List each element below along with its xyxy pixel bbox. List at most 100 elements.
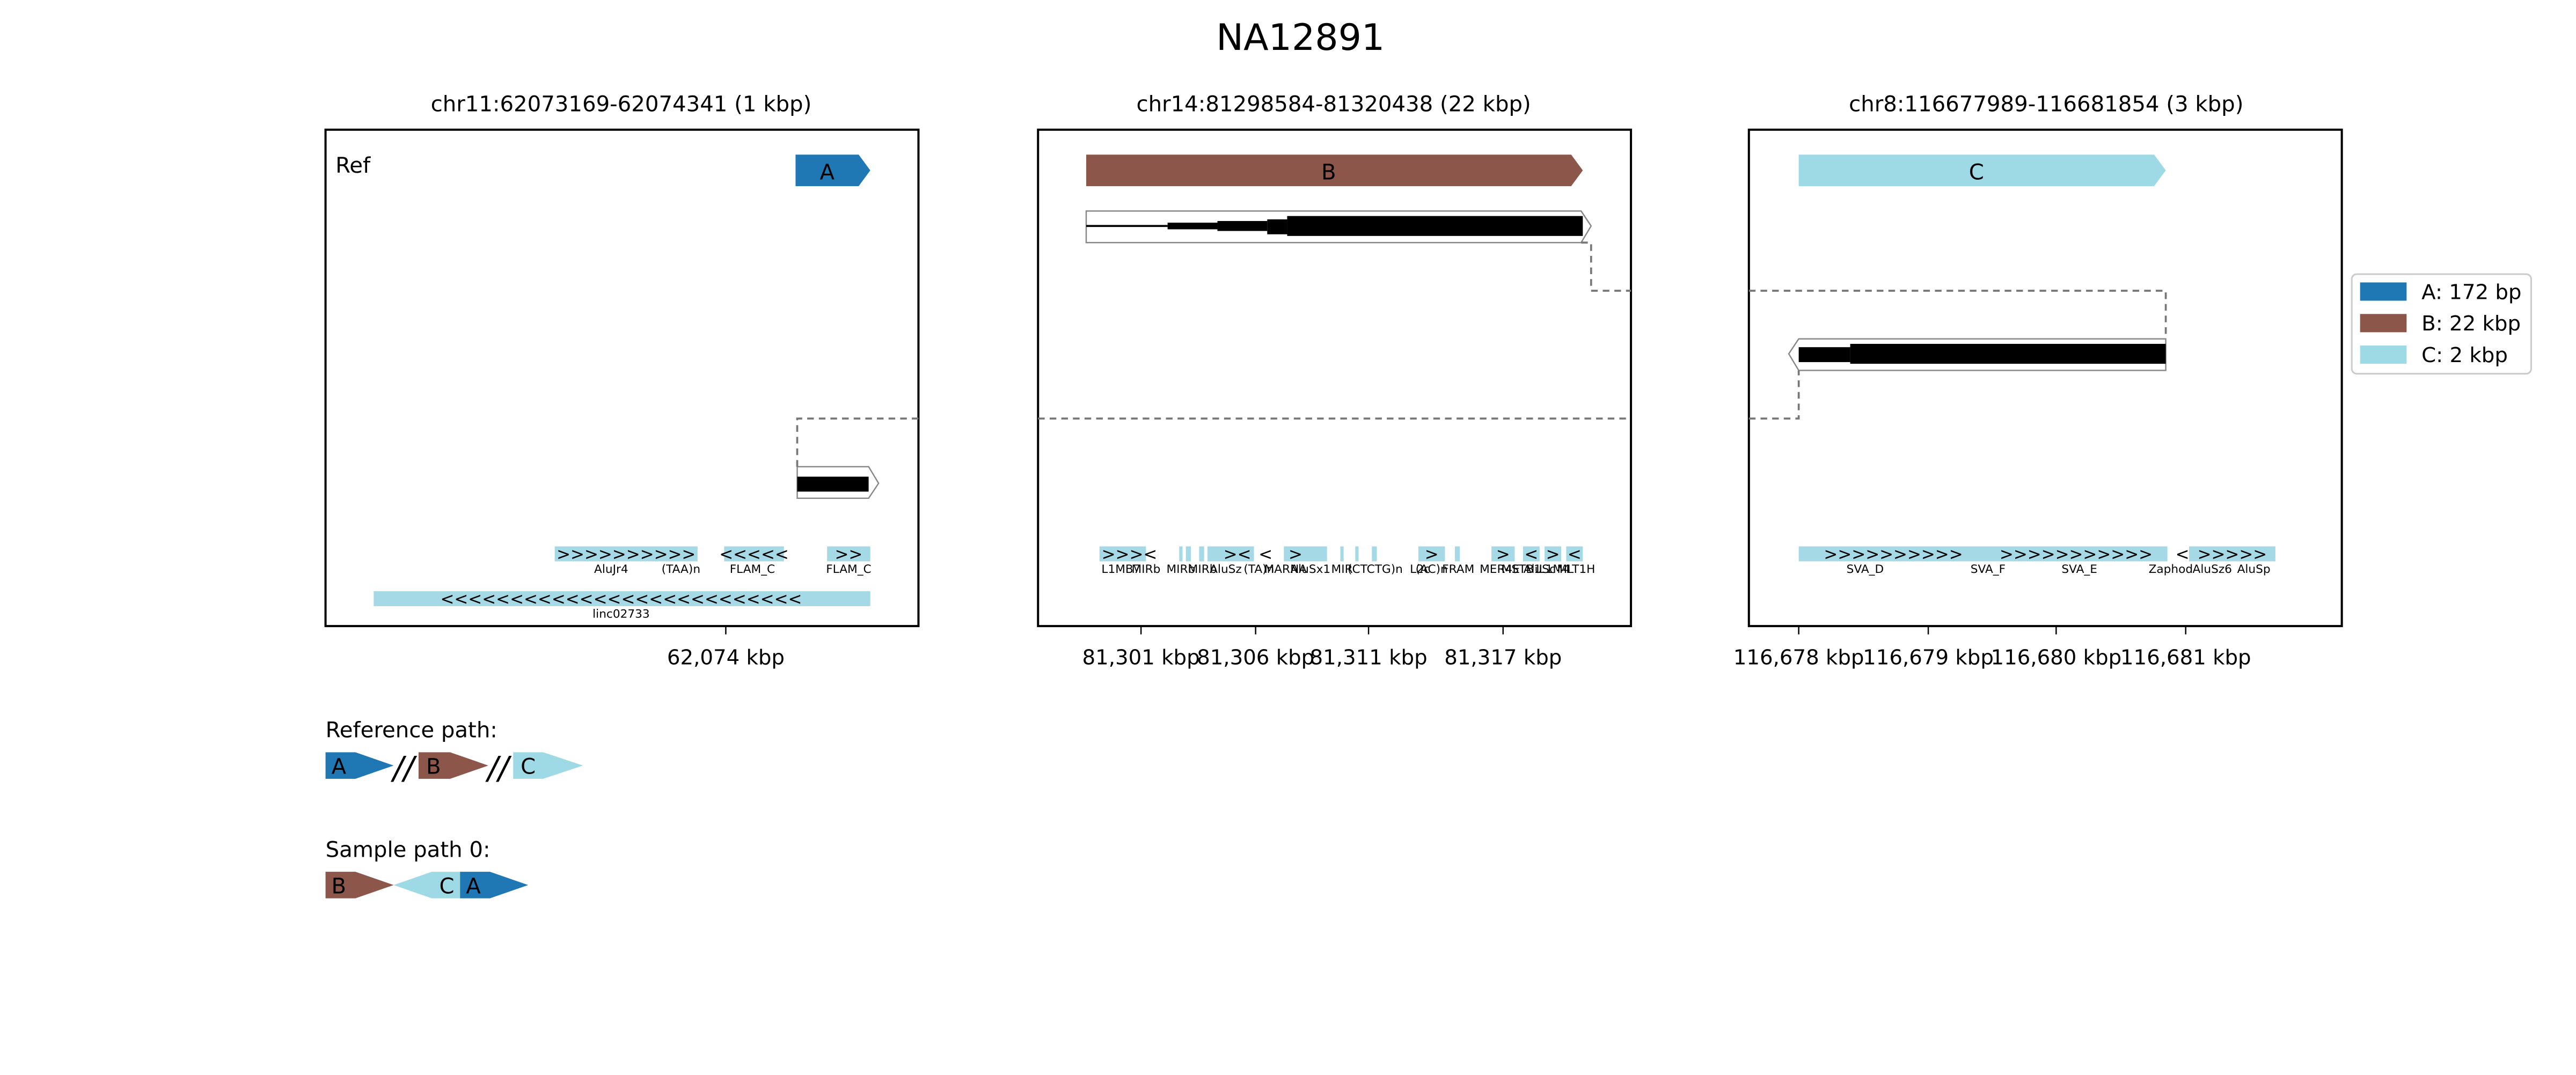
- alignment-block: [1217, 220, 1268, 231]
- path-segment-c: [513, 752, 583, 779]
- repeat-label: L1M4: [1539, 563, 1570, 576]
- connector-line: [1748, 370, 1800, 420]
- repeat-label: AluSp: [2237, 563, 2271, 576]
- tick-label: 116,681 kbp: [2120, 645, 2251, 669]
- panel-1-frame: [324, 128, 920, 628]
- repeat-arrows: >>>>>>>>>>: [1824, 544, 1963, 564]
- legend-swatch-b: [2360, 314, 2407, 333]
- repeat-label: (TA)n: [1243, 563, 1274, 576]
- repeat-label: (AC)n: [1416, 563, 1448, 576]
- tick-label: 62,074 kbp: [667, 645, 785, 669]
- tick-label: 81,311 kbp: [1310, 645, 1428, 669]
- connector-line: [1581, 241, 1631, 292]
- tick-label: 116,678 kbp: [1733, 645, 1864, 669]
- repeat-arrows: >: [1289, 544, 1302, 564]
- repeat-bar: [1418, 546, 1445, 562]
- alignment-block: [1267, 219, 1287, 234]
- repeat-label: FLAM_C: [826, 563, 871, 576]
- repeat-bar: [1355, 546, 1359, 562]
- repeat-label: SVA_F: [1971, 563, 2006, 576]
- repeat-arrows: >>><: [1102, 544, 1158, 564]
- repeat-label: AluJr4: [594, 563, 628, 576]
- path-segment-c-reverse: [393, 872, 460, 899]
- path-segment-b: [418, 752, 488, 779]
- repeat-arrows: >>: [835, 544, 863, 564]
- repeat-bar: [1340, 546, 1344, 562]
- repeat-label: L1MB7: [1101, 563, 1140, 576]
- repeat-label: FLAM_C: [730, 563, 775, 576]
- repeat-bar: [827, 546, 870, 562]
- repeat-bar: [724, 546, 784, 562]
- ref-label: Ref: [335, 153, 371, 178]
- tick-label: 116,679 kbp: [1863, 645, 1994, 669]
- path-segment-b: [325, 872, 394, 899]
- legend-label-a: A: 172 bp: [2421, 280, 2521, 304]
- repeat-bar: [1372, 546, 1377, 562]
- connector-line: [1748, 290, 2167, 339]
- legend-label-b: B: 22 kbp: [2421, 312, 2521, 336]
- repeat-label: AluSz6: [2193, 563, 2232, 576]
- segment-b-label: B: [1321, 160, 1336, 185]
- path-separator: //: [390, 749, 418, 786]
- repeat-arrows: <<<<<<<<<<<<<<<<<<<<<<<<<<: [440, 590, 802, 609]
- sample-path-title: Sample path 0:: [326, 837, 491, 862]
- segment-a-arrow: [795, 154, 870, 187]
- path-segment-a: [460, 872, 529, 899]
- repeat-arrows: >>>>>>>>>>: [557, 544, 696, 564]
- path-segment-label: A: [466, 874, 481, 899]
- alignment-block: [1167, 223, 1218, 230]
- repeat-label: FRAM: [1442, 563, 1474, 576]
- repeat-arrows: <: [1258, 544, 1272, 564]
- panel-2-header: chr14:81298584-81320438 (22 kbp): [1136, 92, 1531, 117]
- panel-3-header: chr8:116677989-116681854 (3 kbp): [1849, 92, 2243, 117]
- repeat-label: MIRb: [1131, 563, 1160, 576]
- segment-c-label: C: [1969, 160, 1984, 185]
- repeat-label: MER4E: [1480, 563, 1520, 576]
- panel-3-frame: [1747, 128, 2343, 628]
- repeat-label: Zaphod: [2149, 563, 2193, 576]
- legend-swatch-a: [2360, 282, 2407, 301]
- repeat-arrows: <<<<<: [719, 544, 789, 564]
- repeat-label: AluSc: [1524, 563, 1556, 576]
- segment-a-label: A: [819, 160, 835, 185]
- reference-path-title: Reference path:: [326, 718, 497, 742]
- repeat-label: AluSx1: [1290, 563, 1330, 576]
- repeat-arrows: >>>>>>>>>>>: [2000, 544, 2153, 564]
- repeat-arrows: >: [1496, 544, 1510, 564]
- repeat-label: (TAA)n: [662, 563, 700, 576]
- alignment-outline: [796, 466, 880, 499]
- repeat-bar: [1179, 546, 1183, 562]
- figure-title: NA12891: [1216, 17, 1385, 59]
- repeat-label: MLT1H: [1557, 563, 1595, 576]
- path-segment-label: C: [521, 755, 536, 779]
- segment-c-arrow: [1798, 154, 2166, 187]
- repeat-label: MIR: [1331, 563, 1353, 576]
- repeat-label: MSTB1: [1502, 563, 1541, 576]
- tick-label: 81,306 kbp: [1197, 645, 1314, 669]
- path-segment-label: A: [332, 755, 347, 779]
- repeat-label: SVA_D: [1847, 563, 1884, 576]
- alignment-block: [1798, 347, 1850, 363]
- repeat-arrows: >: [1546, 544, 1560, 564]
- repeat-bar: [2189, 546, 2275, 562]
- alignment-block: [1287, 216, 1583, 236]
- legend-label-c: C: 2 kbp: [2421, 343, 2508, 367]
- repeat-bar: [1545, 546, 1562, 562]
- repeat-bar: [1523, 546, 1540, 562]
- repeat-label: (CTCTG)n: [1348, 563, 1403, 576]
- repeat-bar: [1099, 546, 1146, 562]
- tick-label: 81,317 kbp: [1444, 645, 1562, 669]
- repeat-label: linc02733: [592, 608, 650, 621]
- repeat-bar: [1185, 546, 1191, 562]
- panel-2: chr14:81298584-81320438 (22 kbp) B >>>< …: [1037, 92, 1633, 669]
- repeat-bar: [1798, 546, 2168, 562]
- repeat-label: MARNA: [1264, 563, 1307, 576]
- segment-b-arrow: [1086, 154, 1583, 187]
- panel-1-header: chr11:62073169-62074341 (1 kbp): [431, 92, 812, 117]
- repeat-label: SVA_E: [2061, 563, 2097, 576]
- repeat-arrows: >>>>>: [2198, 544, 2267, 564]
- repeat-bar: [1284, 546, 1327, 562]
- path-separator: //: [485, 749, 513, 786]
- alignment-outline: [1085, 210, 1592, 244]
